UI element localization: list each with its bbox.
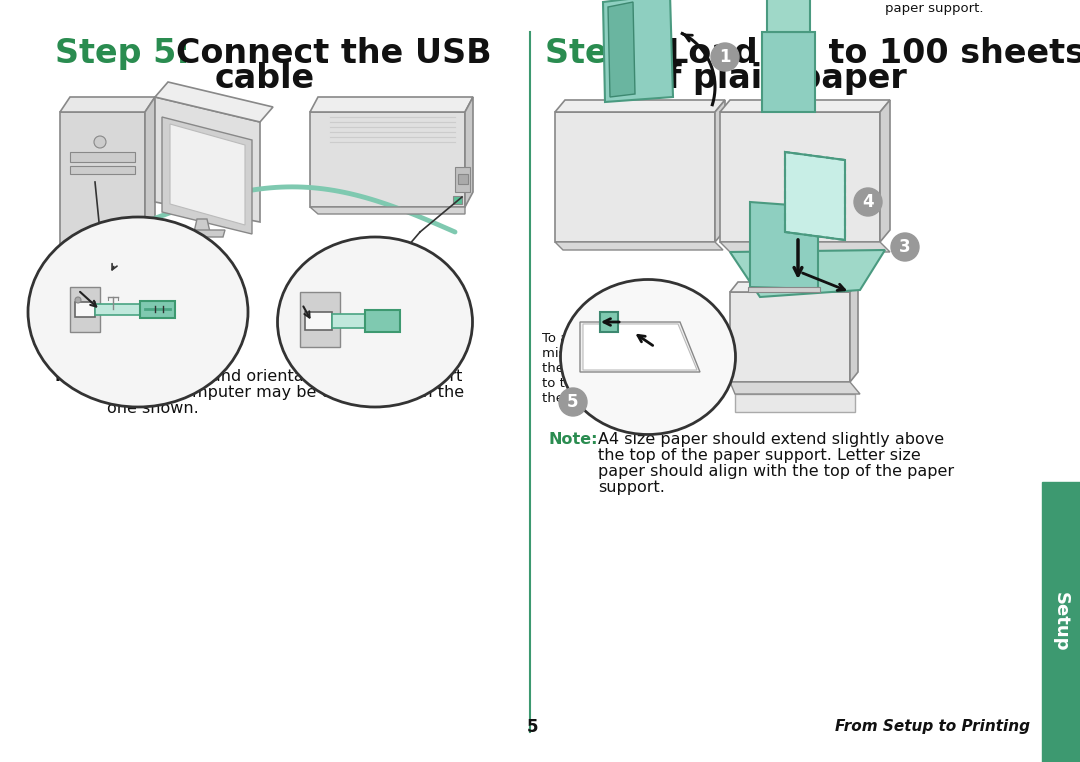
- Polygon shape: [162, 117, 252, 234]
- Text: From Setup to Printing: From Setup to Printing: [835, 719, 1030, 735]
- Polygon shape: [95, 304, 140, 315]
- Polygon shape: [458, 174, 468, 184]
- Polygon shape: [60, 97, 156, 112]
- Circle shape: [75, 297, 81, 303]
- Polygon shape: [310, 207, 465, 214]
- Polygon shape: [720, 242, 890, 252]
- Text: Connect the USB: Connect the USB: [176, 37, 491, 70]
- Ellipse shape: [28, 217, 248, 407]
- Polygon shape: [580, 322, 700, 372]
- Text: on your computer may be different from the: on your computer may be different from t…: [107, 385, 464, 400]
- Text: A4 size paper should extend slightly above: A4 size paper should extend slightly abo…: [598, 432, 944, 447]
- Circle shape: [854, 188, 882, 216]
- Text: one shown.: one shown.: [107, 401, 199, 416]
- Polygon shape: [603, 0, 673, 102]
- Polygon shape: [156, 82, 273, 122]
- Text: 5: 5: [527, 718, 539, 736]
- Polygon shape: [70, 166, 135, 174]
- Polygon shape: [600, 312, 618, 332]
- Text: 1: 1: [719, 48, 731, 66]
- Polygon shape: [730, 250, 885, 297]
- Ellipse shape: [561, 280, 735, 434]
- Polygon shape: [730, 282, 858, 292]
- Text: cable: cable: [215, 62, 315, 95]
- Text: Setup: Setup: [1052, 592, 1070, 652]
- Text: 4: 4: [862, 193, 874, 211]
- Text: Note:: Note:: [548, 432, 597, 447]
- Text: Make sure you
fully extend the
paper support.: Make sure you fully extend the paper sup…: [885, 0, 990, 15]
- Polygon shape: [332, 314, 365, 328]
- Polygon shape: [555, 100, 725, 112]
- Text: paper should align with the top of the paper: paper should align with the top of the p…: [598, 464, 954, 479]
- Text: 3: 3: [900, 238, 910, 256]
- Polygon shape: [555, 112, 715, 242]
- Circle shape: [711, 43, 739, 71]
- Polygon shape: [455, 167, 470, 192]
- Polygon shape: [720, 100, 890, 112]
- Polygon shape: [140, 220, 152, 228]
- Polygon shape: [305, 312, 332, 330]
- Polygon shape: [75, 302, 95, 317]
- Polygon shape: [555, 242, 723, 250]
- Text: To avoid paper
misfeeds, slide
the paper guide
to the left side of
the paper.: To avoid paper misfeeds, slide the paper…: [542, 332, 657, 405]
- Text: Note:: Note:: [55, 369, 105, 384]
- Polygon shape: [767, 0, 810, 32]
- Text: the top of the paper support. Letter size: the top of the paper support. Letter siz…: [598, 448, 921, 463]
- Polygon shape: [715, 100, 725, 242]
- Polygon shape: [730, 292, 850, 382]
- Circle shape: [891, 233, 919, 261]
- Ellipse shape: [278, 237, 473, 407]
- Polygon shape: [310, 112, 465, 207]
- Polygon shape: [453, 196, 462, 204]
- Polygon shape: [170, 124, 245, 225]
- Text: 5: 5: [567, 393, 579, 411]
- Text: The location and orientation of the USB port: The location and orientation of the USB …: [107, 369, 462, 384]
- Polygon shape: [365, 310, 400, 332]
- Polygon shape: [180, 230, 225, 237]
- Text: of plain paper: of plain paper: [644, 62, 906, 95]
- Polygon shape: [70, 287, 100, 332]
- Polygon shape: [730, 382, 860, 394]
- Polygon shape: [750, 202, 818, 289]
- Text: Step 5:: Step 5:: [55, 37, 201, 70]
- Polygon shape: [850, 282, 858, 382]
- Polygon shape: [300, 292, 340, 347]
- Polygon shape: [140, 301, 175, 318]
- Polygon shape: [583, 324, 697, 370]
- Polygon shape: [720, 112, 880, 242]
- Polygon shape: [145, 97, 156, 257]
- Polygon shape: [735, 394, 855, 412]
- Polygon shape: [70, 152, 135, 162]
- Polygon shape: [156, 97, 260, 222]
- Polygon shape: [748, 287, 820, 292]
- Circle shape: [94, 136, 106, 148]
- Text: support.: support.: [598, 480, 665, 495]
- Polygon shape: [60, 112, 145, 257]
- Polygon shape: [880, 100, 890, 242]
- Polygon shape: [194, 219, 210, 232]
- Polygon shape: [608, 2, 635, 97]
- Circle shape: [559, 388, 588, 416]
- Text: Step 6:: Step 6:: [545, 37, 691, 70]
- Text: Load up to 100 sheets: Load up to 100 sheets: [667, 37, 1080, 70]
- Polygon shape: [465, 97, 473, 207]
- Bar: [1042, 482, 1080, 762]
- Polygon shape: [785, 152, 845, 240]
- Polygon shape: [310, 97, 473, 112]
- Polygon shape: [762, 32, 815, 112]
